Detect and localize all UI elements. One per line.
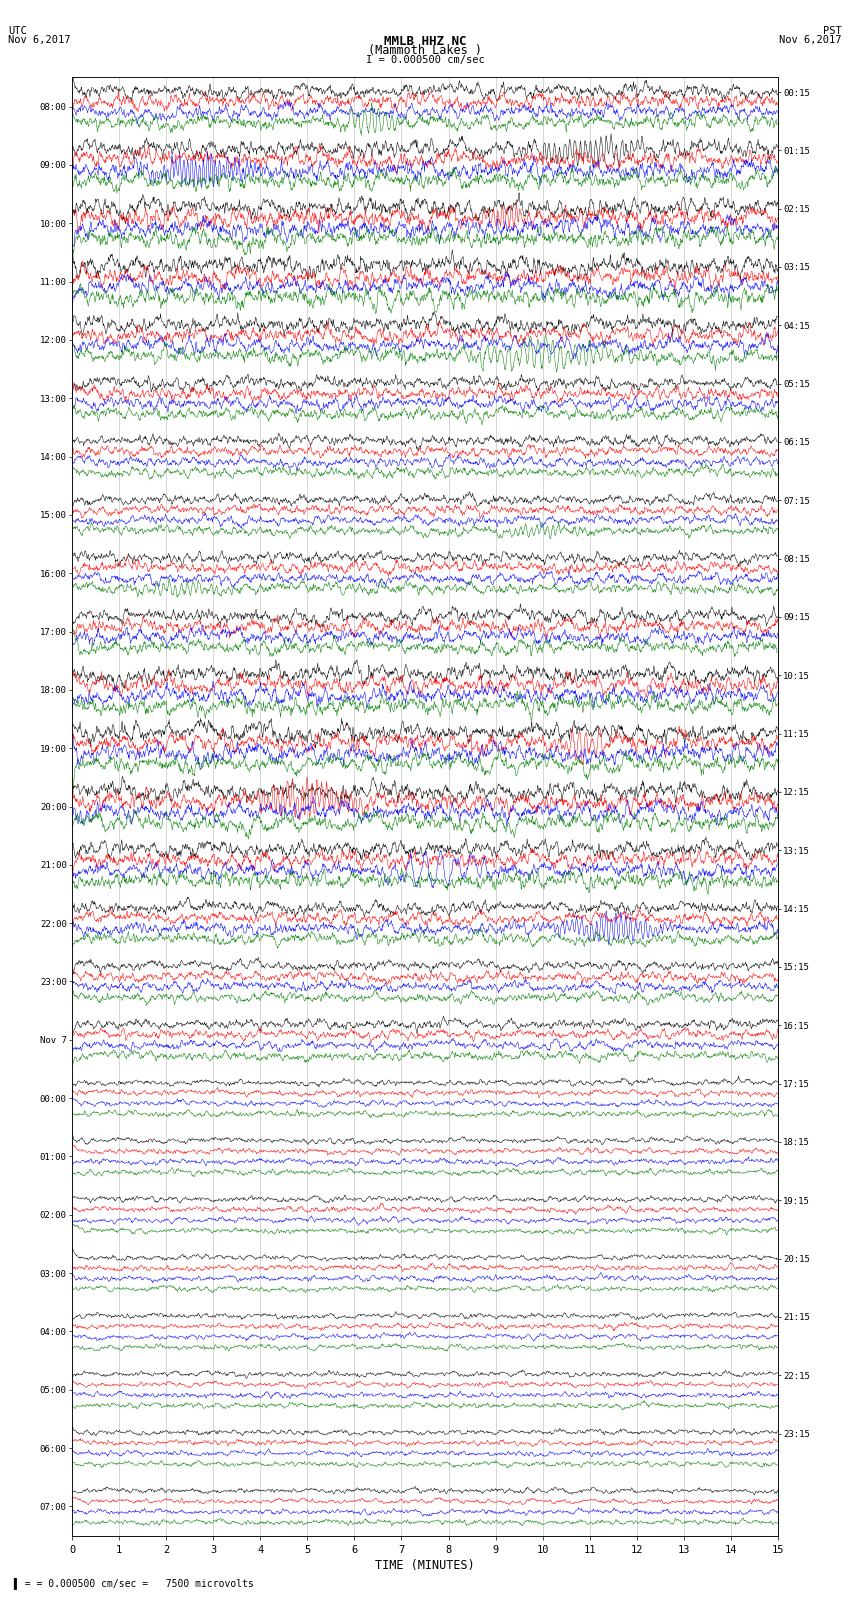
Text: Nov 6,2017: Nov 6,2017: [8, 35, 71, 45]
X-axis label: TIME (MINUTES): TIME (MINUTES): [375, 1558, 475, 1571]
Text: Nov 6,2017: Nov 6,2017: [779, 35, 842, 45]
Text: PST: PST: [823, 26, 842, 35]
Text: UTC: UTC: [8, 26, 27, 35]
Text: MMLB HHZ NC: MMLB HHZ NC: [383, 35, 467, 48]
Text: ▌ = = 0.000500 cm/sec =   7500 microvolts: ▌ = = 0.000500 cm/sec = 7500 microvolts: [13, 1578, 253, 1589]
Text: (Mammoth Lakes ): (Mammoth Lakes ): [368, 44, 482, 58]
Text: I = 0.000500 cm/sec: I = 0.000500 cm/sec: [366, 55, 484, 65]
